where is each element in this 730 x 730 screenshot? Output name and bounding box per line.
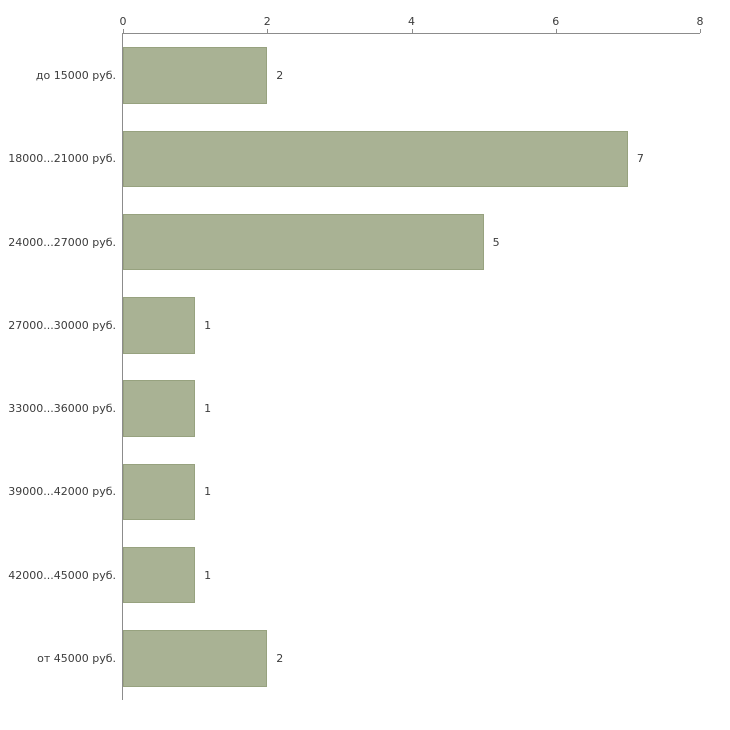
- x-tick-label: 8: [696, 15, 704, 28]
- bar: [123, 47, 268, 104]
- bar: [123, 297, 196, 354]
- bar: [123, 213, 484, 271]
- x-tick-mark: [411, 29, 413, 33]
- plot-area: 0 2 4 6 8 до 15000 руб. 2 18000...21000 руб. 7 2…: [8, 16, 704, 700]
- bar-row: 27000...30000 руб. 1: [8, 284, 700, 367]
- category-label: от 45000 руб.: [37, 651, 116, 665]
- value-label: 5: [492, 235, 500, 249]
- bar: [123, 380, 196, 437]
- bar: [123, 546, 196, 604]
- x-tick-mark: [555, 29, 557, 33]
- category-label: 27000...30000 руб.: [8, 318, 116, 332]
- bar-row: до 15000 руб. 2: [36, 34, 700, 117]
- x-tick-label: 4: [408, 15, 415, 28]
- category-label: 18000...21000 руб.: [8, 152, 116, 166]
- bar-row: от 45000 руб. 2: [37, 617, 700, 700]
- value-label: 2: [276, 651, 284, 665]
- bar: [123, 130, 628, 188]
- bar-row: 39000...42000 руб. 1: [8, 450, 700, 533]
- value-label: 2: [276, 69, 284, 83]
- x-tick-mark: [700, 29, 701, 33]
- x-tick-mark: [267, 29, 269, 33]
- category-label: 42000...45000 руб.: [8, 568, 116, 582]
- x-tick-label: 6: [552, 15, 560, 28]
- value-label: 1: [204, 318, 212, 332]
- bar-row: 33000...36000 руб. 1: [8, 367, 700, 450]
- x-tick-label: 2: [263, 15, 271, 28]
- bar-row: 18000...21000 руб. 7: [8, 117, 700, 200]
- bar: [123, 463, 196, 521]
- bar-row: 24000...27000 руб. 5: [8, 201, 700, 284]
- x-tick-label: 0: [119, 15, 127, 28]
- bar: [123, 630, 268, 687]
- value-label: 1: [204, 568, 212, 582]
- bar-rows: до 15000 руб. 2 18000...21000 руб. 7 24000..…: [8, 34, 700, 700]
- bar-row: 42000...45000 руб. 1: [8, 534, 700, 617]
- category-label: 24000...27000 руб.: [8, 235, 116, 249]
- category-label: 39000...42000 руб.: [8, 485, 116, 499]
- category-label: до 15000 руб.: [35, 69, 116, 83]
- value-label: 1: [204, 485, 212, 499]
- category-label: 33000...36000 руб.: [8, 402, 116, 416]
- value-label: 1: [204, 402, 212, 416]
- value-label: 7: [636, 152, 644, 166]
- x-tick-mark: [123, 29, 124, 33]
